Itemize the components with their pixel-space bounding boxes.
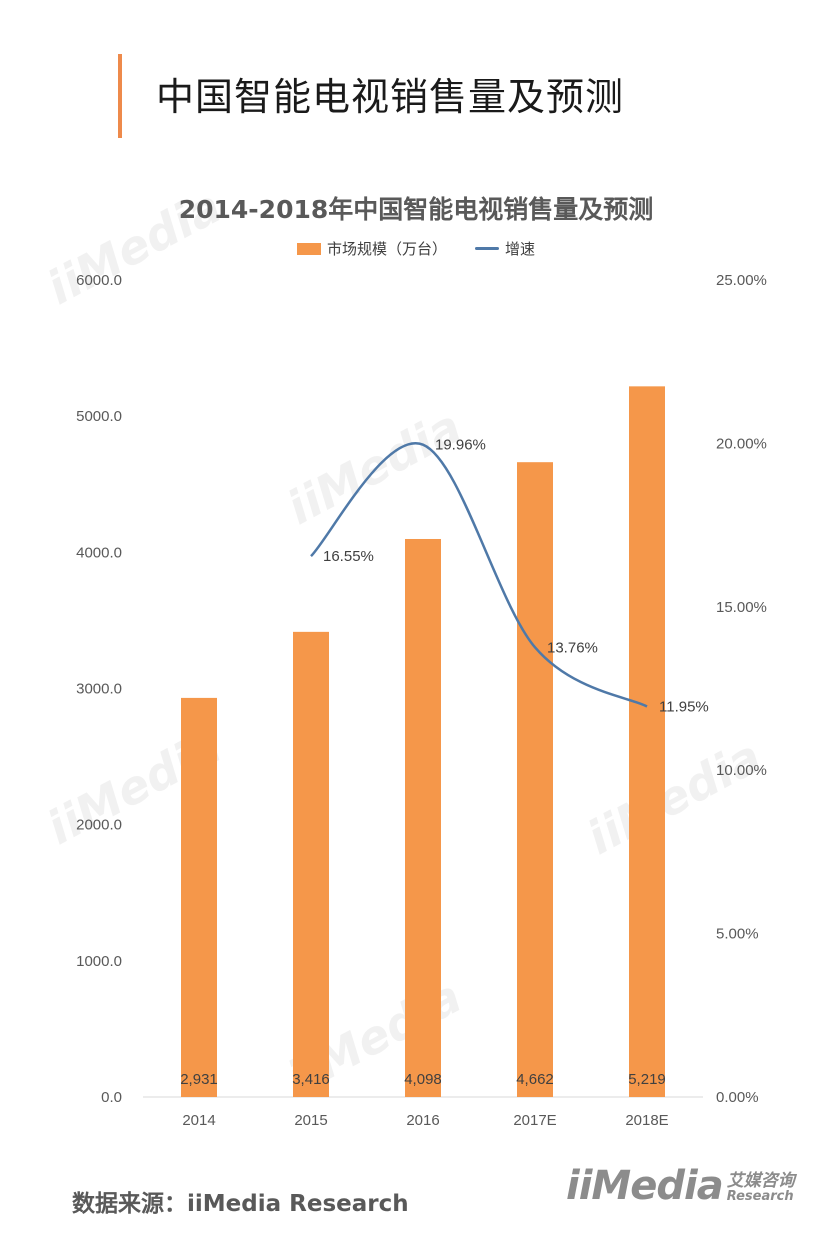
legend-label-line: 增速 <box>505 240 536 258</box>
y-right-tick-label: 5.00% <box>716 926 759 943</box>
x-tick-label: 2014 <box>182 1112 215 1129</box>
y-right-tick-label: 0.00% <box>716 1089 759 1106</box>
y-right-tick-label: 15.00% <box>716 599 767 616</box>
bar <box>629 386 665 1097</box>
combo-chart: 0.0 1000.0 2000.0 3000.0 4000.0 5000.0 6000.0 0… <box>76 272 767 1129</box>
growth-line <box>310 442 648 708</box>
bar <box>293 631 329 1097</box>
x-tick-label: 2015 <box>294 1112 327 1129</box>
x-tick-label: 2016 <box>406 1112 439 1129</box>
line-value-label: 16.55% <box>323 548 374 565</box>
bar-value-label: 3,416 <box>292 1071 330 1088</box>
legend-label-bar: 市场规模（万台） <box>326 240 447 258</box>
bar-value-label: 4,098 <box>404 1071 442 1088</box>
y-left-tick-label: 4000.0 <box>76 544 122 561</box>
logo-cn-text: 艾媒咨询 <box>726 1171 795 1191</box>
bar-value-label: 5,219 <box>628 1071 666 1088</box>
bar <box>181 697 217 1097</box>
legend-swatch-line <box>475 247 499 250</box>
y-right-tick-label: 20.00% <box>716 435 767 452</box>
brand-logo: iiMedia 艾媒咨询 Research <box>566 1166 795 1206</box>
legend-swatch-bar <box>296 242 321 255</box>
legend-item-bar: 市场规模（万台） <box>296 238 447 259</box>
logo-en-text: Research <box>726 1189 794 1204</box>
y-right-tick-label: 25.00% <box>716 272 767 289</box>
x-tick-label: 2018E <box>625 1112 668 1129</box>
y-left-tick-label: 0.0 <box>101 1089 122 1106</box>
logo-main-text: iiMedia <box>566 1163 724 1209</box>
legend-item-line: 增速 <box>475 238 535 259</box>
chart-legend: 市场规模（万台） 增速 <box>0 238 832 259</box>
y-left-tick-label: 6000.0 <box>76 272 122 289</box>
bar-value-label: 4,662 <box>516 1071 554 1088</box>
title-accent-bar <box>118 54 122 138</box>
bar <box>405 538 441 1097</box>
page-title: 中国智能电视销售量及预测 <box>156 75 625 119</box>
bar <box>517 462 553 1097</box>
line-value-label: 11.95% <box>659 698 709 715</box>
chart-title: 2014-2018年中国智能电视销售量及预测 <box>178 195 654 224</box>
bar-value-label: 2,931 <box>180 1071 218 1088</box>
logo-side: 艾媒咨询 Research <box>727 1172 795 1204</box>
source-note: 数据来源：iiMedia Research <box>72 1191 409 1217</box>
y-left-tick-label: 1000.0 <box>76 953 122 970</box>
y-left-tick-label: 2000.0 <box>76 817 122 834</box>
y-right-tick-label: 10.00% <box>716 762 767 779</box>
y-left-tick-label: 5000.0 <box>76 408 122 425</box>
x-tick-label: 2017E <box>513 1112 556 1129</box>
line-value-label: 13.76% <box>547 639 598 656</box>
line-value-label: 19.96% <box>435 437 486 454</box>
y-left-tick-label: 3000.0 <box>76 681 122 698</box>
